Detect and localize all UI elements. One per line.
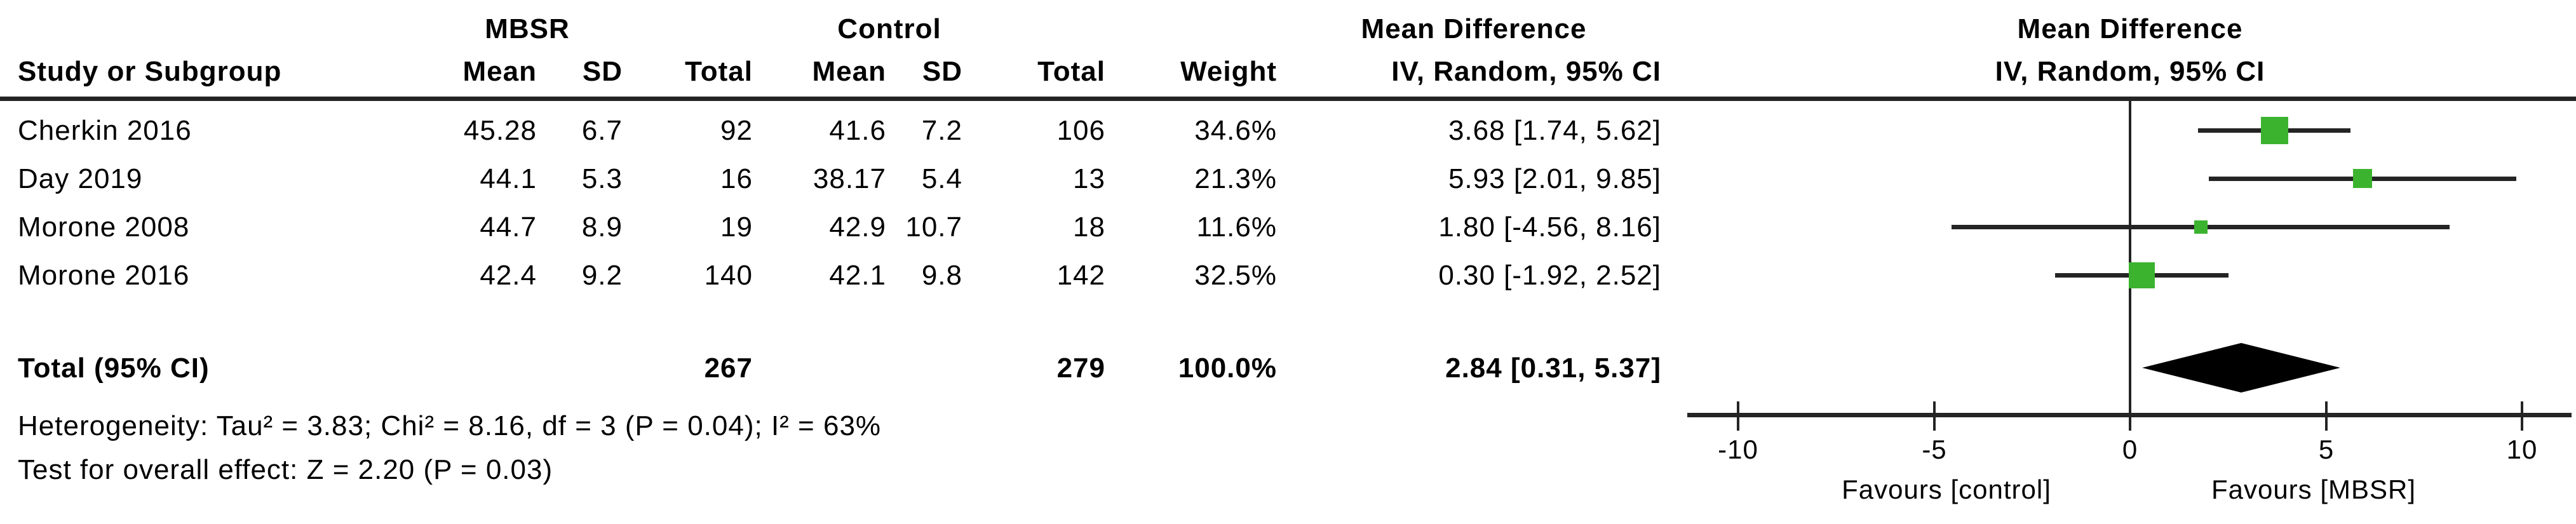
control-sd: 7.2 (921, 115, 962, 146)
total-effect-ci: 2.84 [0.31, 5.37] (1445, 353, 1661, 384)
study-weight: 34.6% (1194, 115, 1277, 146)
study-name: Morone 2008 (18, 212, 190, 243)
col-header-study: Study or Subgroup (18, 56, 282, 87)
study-weight-square (2261, 117, 2288, 144)
study-name: Morone 2016 (18, 260, 190, 291)
mbsr-mean: 42.4 (480, 260, 537, 291)
study-effect-ci: 1.80 [-4.56, 8.16] (1438, 212, 1661, 243)
control-total: 18 (1073, 212, 1105, 243)
study-weight-square (2353, 169, 2372, 188)
x-axis-tick-label: 10 (2506, 434, 2538, 464)
col-header-effect-ci: IV, Random, 95% CI (1391, 56, 1661, 87)
header-divider-line (0, 97, 2576, 101)
col-header-mbsr-mean: Mean (462, 56, 537, 87)
overall-effect-test: Test for overall effect: Z = 2.20 (P = 0… (18, 454, 553, 485)
total-effect-diamond (2142, 343, 2340, 393)
col-header-weight: Weight (1180, 56, 1277, 87)
study-weight: 11.6% (1196, 212, 1277, 243)
mbsr-sd: 8.9 (581, 212, 623, 243)
plot-header-subtitle: IV, Random, 95% CI (1995, 56, 2265, 87)
mbsr-total: 92 (720, 115, 753, 146)
control-sd: 10.7 (905, 212, 962, 243)
mbsr-mean: 44.1 (480, 163, 537, 194)
control-sd: 5.4 (921, 163, 962, 194)
group-header-control: Control (837, 13, 941, 44)
total-control-n: 279 (1056, 353, 1105, 384)
mbsr-total: 16 (720, 163, 753, 194)
control-total: 106 (1056, 115, 1105, 146)
zero-reference-line (2129, 101, 2131, 417)
mbsr-sd: 6.7 (581, 115, 623, 146)
plot-header-title: Mean Difference (2017, 13, 2243, 44)
col-header-control-sd: SD (922, 56, 962, 87)
study-effect-ci: 3.68 [1.74, 5.62] (1448, 115, 1661, 146)
total-weight: 100.0% (1178, 353, 1277, 384)
x-axis-tick-label: 5 (2318, 434, 2335, 464)
mbsr-mean: 44.7 (480, 212, 537, 243)
heterogeneity-stats: Heterogeneity: Tau² = 3.83; Chi² = 8.16,… (18, 410, 882, 441)
col-header-mbsr-sd: SD (582, 56, 623, 87)
study-name: Cherkin 2016 (18, 115, 192, 146)
x-axis-tick (2521, 401, 2523, 431)
control-mean: 41.6 (829, 115, 886, 146)
x-axis-tick-label: -5 (1922, 434, 1947, 464)
mbsr-total: 19 (720, 212, 753, 243)
study-weight: 21.3% (1194, 163, 1277, 194)
x-axis-tick-label: 0 (2122, 434, 2138, 464)
control-sd: 9.8 (921, 260, 962, 291)
effect-column-header: Mean Difference (1361, 13, 1587, 44)
col-header-mbsr-total: Total (685, 56, 753, 87)
control-mean: 38.17 (813, 163, 886, 194)
control-total: 142 (1056, 260, 1105, 291)
col-header-control-total: Total (1037, 56, 1105, 87)
mbsr-sd: 5.3 (581, 163, 623, 194)
col-header-control-mean: Mean (812, 56, 886, 87)
total-mbsr-n: 267 (704, 353, 753, 384)
favours-left-label: Favours [control] (1842, 474, 2051, 504)
control-total: 13 (1073, 163, 1105, 194)
control-mean: 42.1 (829, 260, 886, 291)
x-axis-tick (1737, 401, 1739, 431)
mbsr-mean: 45.28 (463, 115, 537, 146)
favours-right-label: Favours [MBSR] (2211, 474, 2417, 504)
x-axis-tick-label: -10 (1718, 434, 1758, 464)
mbsr-sd: 9.2 (581, 260, 623, 291)
study-effect-ci: 5.93 [2.01, 9.85] (1448, 163, 1661, 194)
total-label: Total (95% CI) (18, 353, 210, 384)
x-axis-tick (2325, 401, 2328, 431)
control-mean: 42.9 (829, 212, 886, 243)
x-axis-tick (1933, 401, 1936, 431)
study-name: Day 2019 (18, 163, 143, 194)
study-weight: 32.5% (1194, 260, 1277, 291)
mbsr-total: 140 (704, 260, 753, 291)
study-effect-ci: 0.30 [-1.92, 2.52] (1438, 260, 1661, 291)
study-weight-square (2129, 262, 2155, 288)
x-axis-tick (2129, 401, 2131, 431)
study-weight-square (2194, 220, 2208, 234)
group-header-mbsr: MBSR (485, 13, 570, 44)
